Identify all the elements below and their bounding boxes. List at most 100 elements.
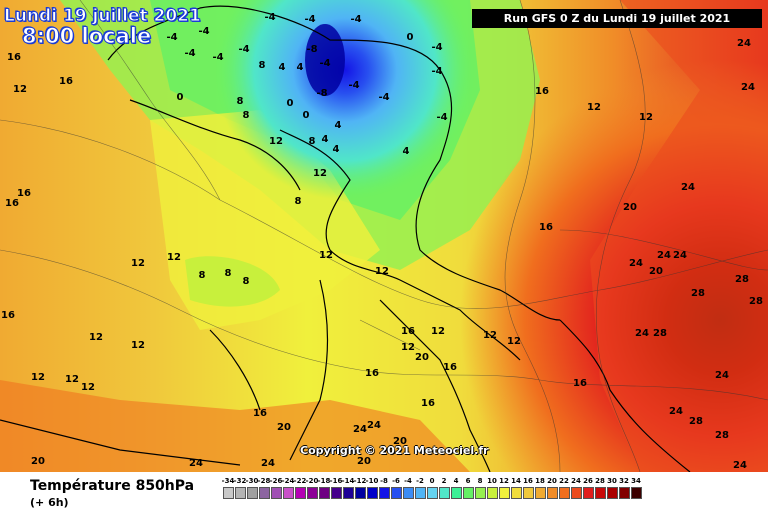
temperature-label: 8 bbox=[259, 60, 266, 71]
temperature-label: 0 bbox=[177, 92, 184, 103]
legend-step: 12 bbox=[498, 476, 510, 499]
legend-step-label: 8 bbox=[477, 477, 483, 485]
legend-step-swatch bbox=[546, 487, 558, 499]
temperature-label: 24 bbox=[629, 258, 643, 269]
temperature-label: 24 bbox=[189, 458, 203, 469]
legend-step-label: -16 bbox=[329, 477, 343, 485]
temperature-label: 8 bbox=[225, 268, 232, 279]
legend-step: 2 bbox=[438, 476, 450, 499]
temperature-label: -8 bbox=[306, 44, 317, 55]
legend-step: -20 bbox=[306, 476, 318, 499]
legend-step-swatch bbox=[234, 487, 246, 499]
temperature-label: -4 bbox=[319, 58, 330, 69]
temperature-label: -4 bbox=[304, 14, 315, 25]
temperature-label: 8 bbox=[243, 110, 250, 121]
legend-step: -26 bbox=[270, 476, 282, 499]
legend-step-swatch bbox=[450, 487, 462, 499]
temperature-label: -4 bbox=[238, 44, 249, 55]
legend-step-swatch bbox=[582, 487, 594, 499]
temperature-label: 24 bbox=[669, 406, 683, 417]
temperature-label: 0 bbox=[287, 98, 294, 109]
temperature-label: 4 bbox=[335, 120, 342, 131]
copyright-notice: Copyright © 2021 Meteociel.fr bbox=[300, 444, 489, 457]
legend-step-label: -32 bbox=[233, 477, 247, 485]
legend-step: -18 bbox=[318, 476, 330, 499]
legend-step-label: -8 bbox=[380, 477, 388, 485]
legend-step-label: 16 bbox=[523, 477, 533, 485]
legend-color-scale: -34 -32 -30 -28 -26 -24 -22 -20 -18 -16 -14 -12 -10-… bbox=[222, 476, 642, 499]
temperature-label: 0 bbox=[303, 110, 310, 121]
temperature-label: 20 bbox=[393, 436, 407, 447]
legend-subtitle: (+ 6h) bbox=[30, 496, 69, 509]
temperature-label: -4 bbox=[350, 14, 361, 25]
legend-step-swatch bbox=[438, 487, 450, 499]
legend-step-label: -22 bbox=[293, 477, 307, 485]
legend-step-swatch bbox=[282, 487, 294, 499]
legend-step: 24 bbox=[570, 476, 582, 499]
temperature-label: -4 bbox=[198, 26, 209, 37]
legend-step: 0 bbox=[426, 476, 438, 499]
legend-step-label: -10 bbox=[365, 477, 379, 485]
temperature-label: 12 bbox=[319, 250, 333, 261]
temperature-label: 12 bbox=[167, 252, 181, 263]
temperature-label: 20 bbox=[31, 456, 45, 467]
legend-step-swatch bbox=[330, 487, 342, 499]
legend-step-swatch bbox=[354, 487, 366, 499]
legend-step-label: 20 bbox=[547, 477, 557, 485]
legend-step: -32 bbox=[234, 476, 246, 499]
legend-step-label: 32 bbox=[619, 477, 629, 485]
temperature-label: 28 bbox=[653, 328, 667, 339]
legend-step: -10 bbox=[366, 476, 378, 499]
legend-step-label: 4 bbox=[453, 477, 459, 485]
legend-step-swatch bbox=[342, 487, 354, 499]
temperature-label: 20 bbox=[357, 456, 371, 467]
temperature-label: 24 bbox=[261, 458, 275, 469]
legend-step: -6 bbox=[390, 476, 402, 499]
temperature-label: -4 bbox=[184, 48, 195, 59]
legend-step-label: -20 bbox=[305, 477, 319, 485]
temperature-label: 16 bbox=[253, 408, 267, 419]
legend-step-label: -30 bbox=[245, 477, 259, 485]
temperature-label: 16 bbox=[573, 378, 587, 389]
legend-step-label: 22 bbox=[559, 477, 569, 485]
legend-step: 4 bbox=[450, 476, 462, 499]
forecast-time: 8:00 locale bbox=[22, 24, 152, 48]
legend-step: 8 bbox=[474, 476, 486, 499]
temperature-label: 16 bbox=[421, 398, 435, 409]
legend-step-label: 2 bbox=[441, 477, 447, 485]
legend-step-swatch bbox=[606, 487, 618, 499]
forecast-title: Lundi 19 juillet 2021 8:00 locale bbox=[4, 7, 202, 48]
legend-step: -22 bbox=[294, 476, 306, 499]
temperature-label: -4 bbox=[378, 92, 389, 103]
temperature-label: 24 bbox=[737, 38, 751, 49]
temperature-label: -8 bbox=[316, 88, 327, 99]
legend-step: 14 bbox=[510, 476, 522, 499]
legend-step: 10 bbox=[486, 476, 498, 499]
temperature-label: 24 bbox=[657, 250, 671, 261]
temperature-label: 20 bbox=[415, 352, 429, 363]
legend-step-label: 14 bbox=[511, 477, 521, 485]
temperature-label: 4 bbox=[322, 134, 329, 145]
temperature-label: 4 bbox=[297, 62, 304, 73]
legend-step-label: -2 bbox=[416, 477, 424, 485]
legend-step-label: 26 bbox=[583, 477, 593, 485]
legend-title: Température 850hPa bbox=[30, 478, 195, 494]
temperature-label: 24 bbox=[673, 250, 687, 261]
temperature-label: -4 bbox=[431, 42, 442, 53]
legend-step-swatch bbox=[510, 487, 522, 499]
legend-step: -8 bbox=[378, 476, 390, 499]
legend-step: -30 bbox=[246, 476, 258, 499]
temperature-label: 12 bbox=[401, 342, 415, 353]
legend-step-swatch bbox=[390, 487, 402, 499]
temperature-label: 8 bbox=[199, 270, 206, 281]
legend-step-swatch bbox=[294, 487, 306, 499]
temperature-label: 12 bbox=[13, 84, 27, 95]
legend-step: 18 bbox=[534, 476, 546, 499]
legend-step: -4 bbox=[402, 476, 414, 499]
legend-step-label: -24 bbox=[281, 477, 295, 485]
legend-step-swatch bbox=[270, 487, 282, 499]
temperature-label: 12 bbox=[313, 168, 327, 179]
temperature-label: 12 bbox=[507, 336, 521, 347]
legend-step: -16 bbox=[330, 476, 342, 499]
temperature-label: 24 bbox=[733, 460, 747, 471]
